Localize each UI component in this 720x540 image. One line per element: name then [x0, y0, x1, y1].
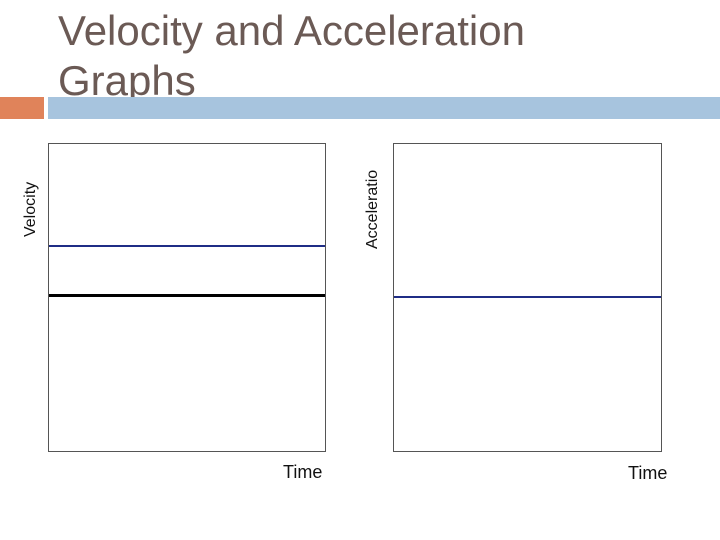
slide-title: Velocity and Acceleration Graphs [58, 7, 525, 104]
velocity-axis-label: Velocity [22, 181, 39, 237]
title-accent-bar [0, 97, 44, 119]
acceleration-line [394, 296, 661, 298]
velocity-zero-axis [49, 294, 325, 297]
velocity-time-label: Time [283, 462, 323, 482]
acceleration-plot [393, 143, 662, 452]
velocity-plot [48, 143, 326, 452]
velocity-line [49, 245, 325, 247]
acceleration-axis-label-line1: Acceleratio [364, 169, 381, 249]
title-rule-bar [48, 97, 720, 119]
acceleration-time-label: Time [628, 463, 668, 483]
